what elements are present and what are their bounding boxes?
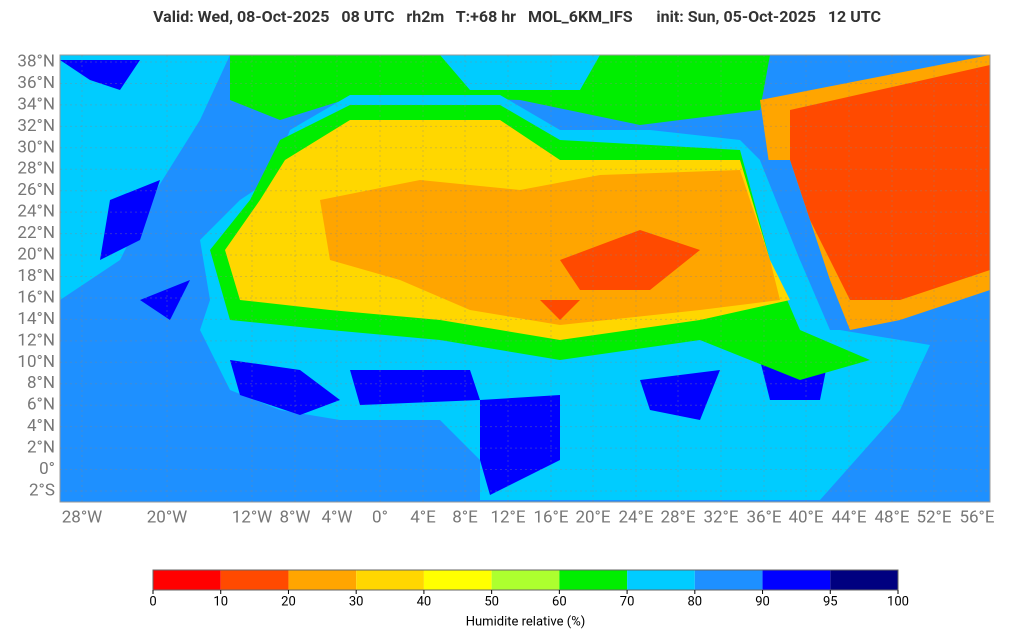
colorbar-segment <box>830 570 898 590</box>
lat-label: 6°N <box>27 395 55 415</box>
lat-label: 34°N <box>17 94 55 114</box>
colorbar-segment <box>423 570 492 590</box>
lat-label: 20°N <box>17 245 55 265</box>
lon-label: 20°W <box>147 507 188 527</box>
lon-label: 36°E <box>746 507 781 527</box>
lon-label: 8°E <box>452 507 478 527</box>
lon-label: 24°E <box>618 507 653 527</box>
lon-label: 52°E <box>916 507 951 527</box>
colorbar-segment <box>559 570 628 590</box>
colorbar-tick-label: 80 <box>688 594 703 609</box>
lon-label: 8°W <box>280 507 311 527</box>
lat-label: 24°N <box>17 202 55 222</box>
colorbar-tick-label: 90 <box>755 594 770 609</box>
colorbar-tick-label: 95 <box>823 594 838 609</box>
lon-label: 0° <box>372 507 388 527</box>
lon-label: 48°E <box>874 507 909 527</box>
lat-label: 2°N <box>27 438 55 458</box>
lon-label: 4°W <box>322 507 353 527</box>
colorbar-tick-label: 60 <box>552 594 567 609</box>
map <box>59 54 991 503</box>
colorbar-segment <box>153 570 221 590</box>
africa-wet <box>230 350 830 495</box>
lat-label: 36°N <box>17 73 55 93</box>
lon-label: 4°E <box>410 507 436 527</box>
lat-label: 16°N <box>17 287 55 307</box>
map-frame <box>59 54 991 503</box>
lat-label: 18°N <box>17 266 55 286</box>
lat-label: 2°S <box>29 480 55 500</box>
lat-label: 0° <box>39 459 55 479</box>
lon-label: 28°E <box>660 507 695 527</box>
colorbar-segment <box>356 570 424 590</box>
red-sea <box>760 160 850 330</box>
lat-label: 12°N <box>17 330 55 350</box>
ocean-humid <box>60 55 230 300</box>
lon-label: 20°E <box>575 507 610 527</box>
colorbar-segment <box>220 570 289 590</box>
colorbar-tick-label: 40 <box>417 594 432 609</box>
colorbar-tick-label: 50 <box>484 594 499 609</box>
lon-label: 28°W <box>62 507 103 527</box>
colorbar-frame <box>152 569 899 591</box>
colorbar-segment <box>694 570 763 590</box>
colorbar-tick-label: 30 <box>349 594 364 609</box>
colorbar-segment <box>762 570 831 590</box>
colorbar-tick-label: 100 <box>887 594 909 609</box>
colorbar-tick-label: 70 <box>620 594 635 609</box>
lat-label: 8°N <box>27 373 55 393</box>
lon-label: 16°E <box>533 507 568 527</box>
arabia-dry <box>790 65 990 300</box>
lat-label: 30°N <box>17 137 55 157</box>
title: Valid: Wed, 08-Oct-2025 08 UTC rh2m T:+6… <box>153 7 881 26</box>
lat-label: 10°N <box>17 352 55 372</box>
europe-humid <box>440 55 600 90</box>
lon-label: 12°E <box>490 507 525 527</box>
colorbar-tick-label: 20 <box>281 594 296 609</box>
lat-label: 22°N <box>17 223 55 243</box>
lon-label: 44°E <box>831 507 866 527</box>
lat-label: 38°N <box>17 51 55 71</box>
colorbar-segment <box>288 570 357 590</box>
ocean-wet <box>60 60 190 320</box>
lat-label: 14°N <box>17 309 55 329</box>
lon-label: 40°E <box>788 507 823 527</box>
colorbar-tick-label: 0 <box>149 594 156 609</box>
lat-label: 32°N <box>17 116 55 136</box>
lon-label: 56°E <box>959 507 994 527</box>
lat-label: 28°N <box>17 159 55 179</box>
colorbar-segment <box>627 570 695 590</box>
colorbar-label: Humidite relative (%) <box>466 614 586 629</box>
colorbar-segment <box>491 570 560 590</box>
lon-label: 32°E <box>703 507 738 527</box>
lat-label: 4°N <box>27 416 55 436</box>
sahara-dry <box>320 170 780 325</box>
sahara-driest <box>540 230 700 320</box>
lat-label: 26°N <box>17 180 55 200</box>
lon-label: 12°W <box>232 507 273 527</box>
colorbar-tick-label: 10 <box>213 594 228 609</box>
